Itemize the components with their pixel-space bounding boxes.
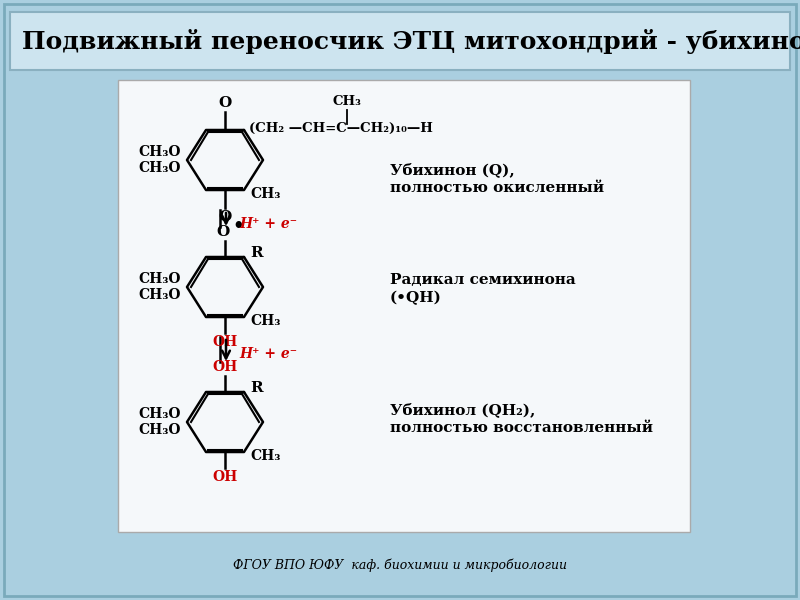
Text: (CH₂ —CH=C—CH₂)₁₀—H: (CH₂ —CH=C—CH₂)₁₀—H	[249, 121, 433, 134]
Text: Подвижный переносчик ЭТЦ митохондрий - убихинон: Подвижный переносчик ЭТЦ митохондрий - у…	[22, 29, 800, 55]
FancyBboxPatch shape	[118, 80, 690, 532]
Text: ФГОУ ВПО ЮФУ  каф. биохимии и микробиологии: ФГОУ ВПО ЮФУ каф. биохимии и микробиолог…	[233, 558, 567, 572]
Text: CH₃O: CH₃O	[138, 161, 181, 175]
Text: CH₃O: CH₃O	[138, 423, 181, 437]
Text: (•QH): (•QH)	[390, 291, 442, 305]
FancyBboxPatch shape	[4, 4, 796, 596]
Text: O: O	[216, 225, 230, 239]
Text: полностью восстановленный: полностью восстановленный	[390, 421, 653, 435]
Text: OH: OH	[212, 360, 238, 374]
Text: Радикал семихинона: Радикал семихинона	[390, 273, 576, 287]
Text: R: R	[250, 381, 262, 395]
FancyBboxPatch shape	[10, 12, 790, 70]
Text: O: O	[218, 210, 232, 224]
Text: •: •	[232, 217, 244, 235]
Text: OH: OH	[212, 335, 238, 349]
Text: CH₃: CH₃	[333, 95, 362, 108]
Text: H⁺ + e⁻: H⁺ + e⁻	[239, 347, 297, 361]
Text: Убихинол (QH₂),: Убихинол (QH₂),	[390, 403, 535, 418]
Text: R: R	[250, 246, 262, 260]
Text: полностью окисленный: полностью окисленный	[390, 181, 604, 195]
Text: CH₃: CH₃	[250, 314, 280, 328]
Text: CH₃: CH₃	[250, 449, 280, 463]
Text: CH₃O: CH₃O	[138, 288, 181, 302]
Text: Убихинон (Q),: Убихинон (Q),	[390, 163, 514, 178]
Text: H⁺ + e⁻: H⁺ + e⁻	[239, 217, 297, 230]
Text: CH₃: CH₃	[250, 187, 280, 201]
Text: CH₃O: CH₃O	[138, 145, 181, 159]
Text: O: O	[218, 96, 232, 110]
Text: CH₃O: CH₃O	[138, 272, 181, 286]
Text: CH₃O: CH₃O	[138, 407, 181, 421]
Text: OH: OH	[212, 470, 238, 484]
